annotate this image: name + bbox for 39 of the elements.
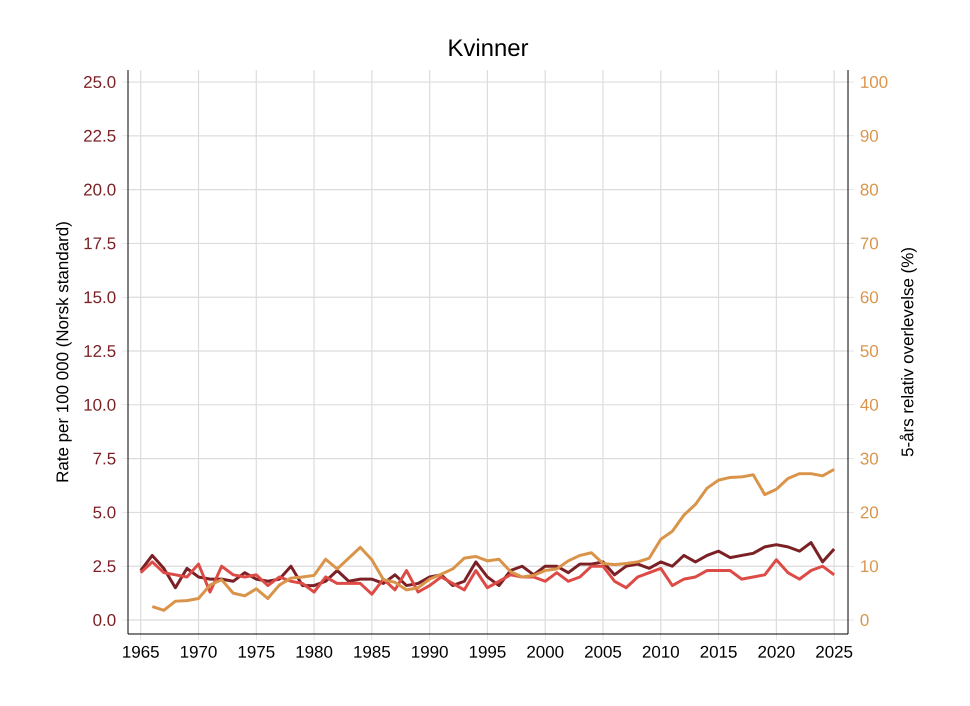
y-tick-label: 2.5	[93, 560, 116, 572]
y2-tick-label: 40	[860, 398, 878, 411]
y2-tick-label: 70	[860, 237, 878, 250]
x-tick-label: 1980	[296, 646, 332, 658]
x-tick-label: 1975	[238, 646, 274, 658]
x-tick-label: 2005	[585, 646, 622, 658]
x-tick-label: 1970	[180, 646, 217, 658]
chart-title: Kvinner	[449, 38, 528, 56]
y-tick-label: 20.0	[84, 184, 116, 196]
y2-tick-label: 100	[861, 76, 888, 88]
line-series	[150, 468, 836, 612]
y2-tick-label: 0	[860, 614, 869, 626]
y-tick-label: 22.5	[84, 130, 116, 142]
y2-tick-label: 20	[860, 506, 878, 518]
y-tick-label: 0.0	[93, 614, 116, 626]
y-tick-label: 12.5	[84, 345, 116, 358]
y2-tick-label: 60	[860, 291, 878, 304]
x-tick-label: 2020	[758, 646, 795, 658]
y2-tick-label: 80	[860, 184, 878, 196]
y-tick-label: 15.0	[84, 291, 116, 304]
y-tick-label: 17.5	[84, 238, 116, 250]
x-tick-label: 2025	[816, 646, 852, 658]
x-tick-label: 1995	[470, 646, 506, 658]
x-tick-label: 1965	[123, 646, 159, 658]
y-tick-label: 5.0	[93, 506, 116, 518]
x-tick-label: 2000	[527, 646, 564, 658]
y-axis-title: Rate per 100 000 (Norsk standard)	[56, 222, 72, 482]
x-tick-label: 2015	[700, 646, 737, 658]
y2-tick-label: 10	[861, 560, 878, 572]
x-tick-label: 2010	[642, 646, 679, 658]
x-tick-label: 1985	[354, 646, 390, 658]
y2-tick-label: 90	[860, 130, 878, 142]
y2-tick-label: 30	[860, 452, 878, 465]
y-tick-label: 7.5	[93, 452, 116, 465]
y2-axis-title: 5-års relativ overlevelse (%)	[900, 248, 917, 456]
x-tick-label: 1990	[412, 646, 448, 658]
y-tick-label: 10.0	[84, 398, 116, 411]
y-tick-label: 25.0	[84, 76, 116, 88]
y2-tick-label: 50	[860, 345, 878, 358]
